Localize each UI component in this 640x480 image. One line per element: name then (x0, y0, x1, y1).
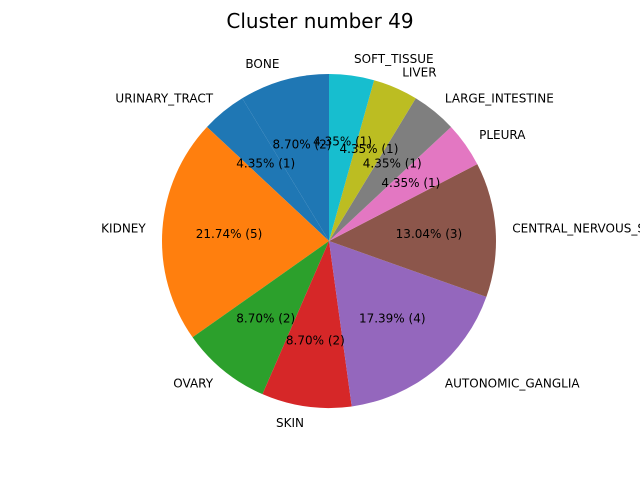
percent-label: 8.70% (2) (236, 312, 295, 326)
pie-slice-bone (242, 74, 329, 241)
category-label: SOFT_TISSUE (354, 52, 434, 66)
pie-slice-urinary-tract (206, 98, 329, 241)
category-label: KIDNEY (101, 221, 146, 235)
pie-slices (161, 74, 497, 408)
category-label: AUTONOMIC_GANGLIA (445, 377, 580, 391)
category-label: SKIN (276, 416, 304, 430)
pie-slice-skin (262, 241, 352, 408)
percent-label: 4.35% (1) (236, 156, 295, 170)
percent-labels: 8.70% (2)4.35% (1)21.74% (5)8.70% (2)8.7… (196, 135, 463, 348)
pie-slice-liver (329, 80, 416, 241)
category-label: BONE (245, 57, 279, 71)
percent-label: 4.35% (1) (363, 156, 422, 170)
category-label: PLEURA (479, 128, 526, 142)
category-label: LIVER (402, 66, 436, 80)
category-labels: BONE URINARY_TRACT KIDNEY OVARY SKIN AUTONOMI… (101, 52, 640, 430)
pie-slice-large-intestine (329, 98, 452, 241)
percent-label: 8.70% (2) (286, 333, 345, 347)
category-label: CENTRAL_NERVOUS_SYSTEM (512, 221, 640, 235)
percent-label: 13.04% (3) (396, 227, 463, 241)
pie-slice-central-nervous-system (329, 164, 497, 297)
chart-title: Cluster number 49 (226, 9, 413, 33)
percent-label: 17.39% (4) (359, 312, 426, 326)
pie-slice-pleura (329, 127, 478, 241)
category-label: LARGE_INTESTINE (445, 92, 554, 106)
percent-label: 4.35% (1) (381, 176, 440, 190)
percent-label: 4.35% (1) (339, 142, 398, 156)
percent-label: 4.35% (1) (313, 135, 372, 149)
percent-label: 8.70% (2) (273, 138, 332, 152)
category-label: URINARY_TRACT (115, 92, 213, 106)
pie-slice-kidney (161, 127, 329, 338)
percent-label: 21.74% (5) (196, 227, 263, 241)
pie-slice-soft-tissue (329, 74, 375, 241)
category-label: OVARY (173, 377, 213, 391)
pie-slice-autonomic-ganglia (329, 241, 487, 407)
pie-slice-ovary (192, 241, 329, 395)
